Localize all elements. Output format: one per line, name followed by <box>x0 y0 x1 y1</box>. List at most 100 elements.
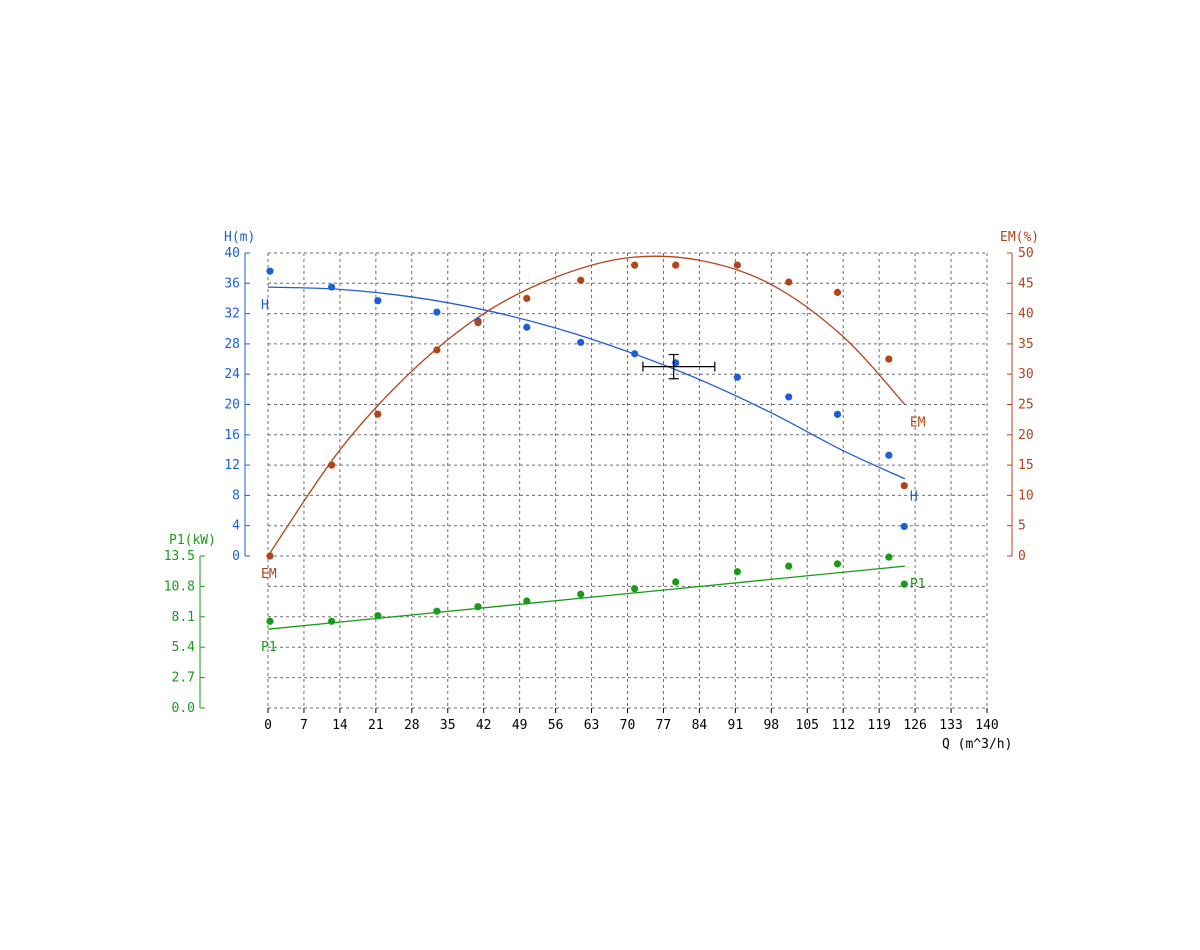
h-curve-label-end: H <box>910 490 918 505</box>
h-point <box>266 267 274 275</box>
em-axis-tick-label: 10 <box>1018 488 1034 503</box>
p1-point <box>523 597 531 605</box>
x-axis-title: Q (m^3/h) <box>942 737 1012 752</box>
p1-curve-label-start: P1 <box>261 640 277 655</box>
h-axis-tick-label: 20 <box>224 398 240 413</box>
x-axis-tick-label: 0 <box>264 718 272 733</box>
p1-point <box>631 585 639 593</box>
p1-point <box>785 562 793 570</box>
em-axis-tick-label: 45 <box>1018 276 1034 291</box>
x-axis-tick-label: 7 <box>300 718 308 733</box>
em-point <box>474 319 482 327</box>
em-axis-tick-label: 50 <box>1018 246 1034 261</box>
p1-axis-title: P1(kW) <box>169 533 216 548</box>
em-point <box>785 278 793 286</box>
x-axis-tick-label: 49 <box>512 718 528 733</box>
p1-point <box>474 603 482 611</box>
x-axis-tick-label: 42 <box>476 718 492 733</box>
duty-point-marker <box>642 353 716 380</box>
h-point <box>733 373 741 381</box>
p1-point <box>577 590 585 598</box>
h-point <box>433 308 441 316</box>
x-axis-tick-label: 119 <box>867 718 890 733</box>
h-axis-tick-label: 40 <box>224 246 240 261</box>
h-point <box>577 338 585 346</box>
em-axis-title: EM(%) <box>1000 230 1039 245</box>
p1-point <box>374 612 382 620</box>
em-point <box>266 552 274 560</box>
p1-point <box>433 607 441 615</box>
em-point <box>733 261 741 269</box>
em-curve <box>267 255 906 557</box>
p1-point <box>672 578 680 586</box>
h-axis-tick-label: 4 <box>232 519 240 534</box>
x-axis-tick-label: 77 <box>656 718 672 733</box>
em-axis-tick-label: 0 <box>1018 549 1026 564</box>
x-axis-tick-label: 112 <box>831 718 854 733</box>
h-point <box>900 522 908 531</box>
x-axis-tick-label: 28 <box>404 718 420 733</box>
p1-point <box>733 568 741 576</box>
em-axis-tick-label: 5 <box>1018 519 1026 534</box>
h-axis-tick-label: 28 <box>224 337 240 352</box>
em-point <box>433 346 441 354</box>
h-point <box>885 451 893 459</box>
h-point <box>785 393 793 401</box>
p1-point <box>885 553 893 561</box>
h-point <box>374 297 382 305</box>
p1-point <box>266 617 274 625</box>
em-curve-label-end: EM <box>910 416 926 431</box>
p1-axis-tick-label: 10.8 <box>164 579 195 594</box>
fitted-curves: H H EM EM P1 P1 <box>261 255 926 655</box>
h-axis-tick-label: 12 <box>224 458 240 473</box>
x-axis-tick-label: 70 <box>620 718 636 733</box>
em-point <box>631 261 639 269</box>
em-point <box>328 461 336 469</box>
em-axis-tick-label: 15 <box>1018 458 1034 473</box>
em-axis-tick-label: 25 <box>1018 398 1034 413</box>
p1-curve-label-end: P1 <box>910 577 926 592</box>
em-curve-label-start: EM <box>261 567 277 582</box>
h-axis-title: H(m) <box>224 230 255 245</box>
em-point <box>672 261 680 269</box>
h-axis-tick-label: 16 <box>224 428 240 443</box>
x-axis-tick-label: 35 <box>440 718 456 733</box>
h-axis-tick-label: 32 <box>224 307 240 322</box>
x-axis-tick-label: 21 <box>368 718 384 733</box>
x-axis-tick-label: 63 <box>584 718 600 733</box>
measured-points <box>266 261 908 625</box>
p1-axis-tick-label: 5.4 <box>172 640 196 655</box>
h-point <box>833 410 842 418</box>
axis-labels: H(m) EM(%) P1(kW) Q (m^3/h) <box>169 230 1039 752</box>
em-axis-tick-label: 35 <box>1018 337 1034 352</box>
x-axis-tick-label: 14 <box>332 718 348 733</box>
em-point <box>577 276 585 284</box>
p1-axis-tick-label: 13.5 <box>164 549 195 564</box>
x-axis-tick-label: 105 <box>796 718 819 733</box>
em-point <box>900 482 908 490</box>
x-axis-tick-label: 98 <box>763 718 779 733</box>
p1-point <box>328 617 336 625</box>
p1-axis-tick-label: 8.1 <box>172 610 195 625</box>
p1-axis-tick-label: 0.0 <box>172 701 195 716</box>
em-axis-tick-label: 20 <box>1018 428 1034 443</box>
p1-axis-tick-label: 2.7 <box>172 671 195 686</box>
h-curve <box>267 286 906 480</box>
h-axis-tick-label: 0 <box>232 549 240 564</box>
x-axis-tick-label: 91 <box>728 718 744 733</box>
em-axis-tick-label: 30 <box>1018 367 1034 382</box>
x-axis-tick-label: 133 <box>939 718 962 733</box>
em-point <box>374 410 382 418</box>
h-axis-tick-label: 24 <box>224 367 240 382</box>
x-axis-tick-label: 56 <box>548 718 564 733</box>
x-axis-tick-label: 140 <box>975 718 998 733</box>
h-point <box>631 350 639 358</box>
p1-point <box>833 560 842 568</box>
grid <box>267 252 988 709</box>
p1-point <box>900 580 908 588</box>
axes: 0 4 8 12 16 20 24 28 32 36 40 0 5 10 15 20 25 30 35 40 45 50 0… <box>164 246 1034 733</box>
h-point <box>523 323 531 331</box>
h-axis-tick-label: 36 <box>224 276 240 291</box>
em-axis-tick-label: 40 <box>1018 307 1034 322</box>
